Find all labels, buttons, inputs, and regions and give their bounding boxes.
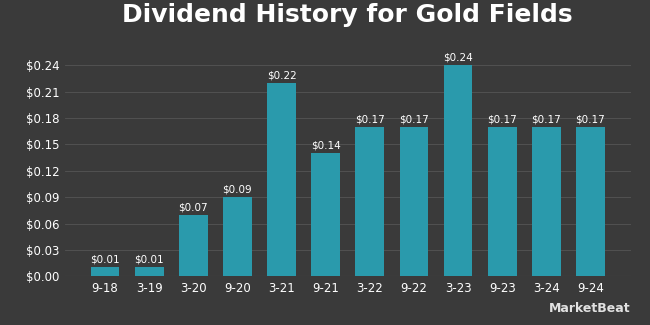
Bar: [488, 127, 517, 276]
Bar: [356, 127, 384, 276]
Text: MarketBeat: MarketBeat: [549, 302, 630, 315]
Bar: [267, 83, 296, 276]
Text: $0.17: $0.17: [399, 114, 429, 124]
Text: $0.07: $0.07: [179, 202, 208, 212]
Text: $0.17: $0.17: [576, 114, 605, 124]
Bar: [444, 65, 473, 276]
Bar: [91, 267, 120, 276]
Bar: [311, 153, 340, 276]
Bar: [179, 215, 207, 276]
Text: $0.01: $0.01: [90, 255, 120, 265]
Text: $0.17: $0.17: [488, 114, 517, 124]
Text: $0.17: $0.17: [532, 114, 561, 124]
Bar: [576, 127, 604, 276]
Text: $0.17: $0.17: [355, 114, 385, 124]
Bar: [400, 127, 428, 276]
Title: Dividend History for Gold Fields: Dividend History for Gold Fields: [122, 3, 573, 27]
Text: $0.09: $0.09: [222, 185, 252, 195]
Text: $0.24: $0.24: [443, 53, 473, 63]
Text: $0.14: $0.14: [311, 141, 341, 150]
Bar: [135, 267, 164, 276]
Text: $0.22: $0.22: [266, 70, 296, 80]
Bar: [532, 127, 561, 276]
Bar: [223, 197, 252, 276]
Text: $0.01: $0.01: [135, 255, 164, 265]
